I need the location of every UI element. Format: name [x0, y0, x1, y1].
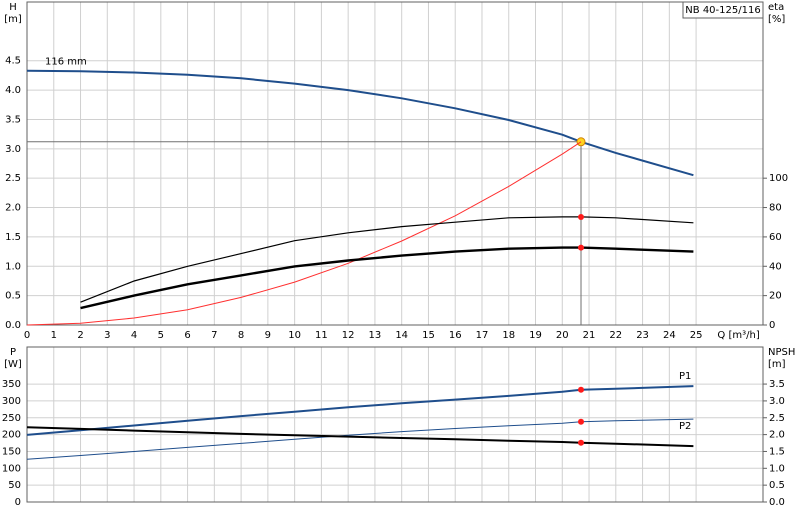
y2-tick-label: 3.5: [769, 379, 785, 390]
x-tick-label: 23: [636, 330, 649, 341]
y2-tick-label: 0: [769, 320, 775, 331]
y-tick-label: 350: [2, 379, 21, 390]
y-tick-label: 3.5: [5, 114, 21, 125]
y-axis-label: P: [10, 347, 16, 358]
y-tick-label: 0.0: [5, 320, 21, 331]
title-box: [682, 1, 764, 19]
operating-point: [578, 213, 585, 220]
series-line: [26, 418, 694, 460]
x-axis-label: Q [m³/h]: [717, 330, 759, 341]
y2-axis-unit: [m]: [768, 359, 786, 370]
y2-tick-label: 100: [769, 173, 788, 184]
x-tick-label: 25: [690, 330, 703, 341]
y-tick-label: 4.0: [5, 85, 21, 96]
x-tick-label: 12: [342, 330, 355, 341]
y2-axis-unit: [%]: [768, 14, 785, 25]
plot-frame: [26, 1, 764, 326]
y2-tick-label: 2.0: [769, 430, 785, 441]
y-tick-label: 200: [2, 430, 21, 441]
x-tick-label: 17: [476, 330, 489, 341]
y-axis-unit: [m]: [4, 14, 22, 25]
y-tick-label: 0: [15, 497, 21, 508]
chart-title: NB 40-125/116: [685, 5, 760, 16]
y-tick-label: 150: [2, 446, 21, 457]
operating-point: [576, 137, 586, 147]
x-tick-label: 19: [529, 330, 542, 341]
y-tick-label: 0.5: [5, 291, 21, 302]
operating-point: [578, 244, 585, 251]
y-axis-label: H: [9, 2, 17, 13]
y-tick-label: 300: [2, 396, 21, 407]
series-line: [26, 141, 582, 326]
x-tick-label: 6: [184, 330, 190, 341]
y-tick-label: 100: [2, 463, 21, 474]
x-tick-label: 15: [422, 330, 435, 341]
x-tick-label: 11: [315, 330, 328, 341]
operating-point: [578, 386, 585, 393]
x-tick-label: 16: [449, 330, 462, 341]
x-tick-label: 20: [556, 330, 569, 341]
x-tick-label: 14: [395, 330, 408, 341]
y2-tick-label: 20: [769, 291, 782, 302]
x-tick-label: 4: [131, 330, 137, 341]
y-axis-unit: [W]: [4, 359, 22, 370]
operating-point: [578, 418, 585, 425]
y-tick-label: 1.0: [5, 261, 21, 272]
y2-tick-label: 80: [769, 203, 782, 214]
x-tick-label: 8: [238, 330, 244, 341]
y2-tick-label: 1.0: [769, 463, 785, 474]
y2-tick-label: 0.5: [769, 480, 785, 491]
y2-axis-label: NPSH: [768, 347, 795, 358]
y2-tick-label: 60: [769, 232, 782, 243]
x-tick-label: 2: [77, 330, 83, 341]
y2-tick-label: 2.5: [769, 413, 785, 424]
y-tick-label: 2.5: [5, 173, 21, 184]
y-tick-label: 4.5: [5, 56, 21, 67]
x-tick-label: 9: [265, 330, 271, 341]
y-tick-label: 250: [2, 413, 21, 424]
x-tick-label: 18: [502, 330, 515, 341]
x-tick-label: 5: [158, 330, 164, 341]
y2-tick-label: 3.0: [769, 396, 785, 407]
operating-point: [578, 439, 585, 446]
y-tick-label: 3.0: [5, 144, 21, 155]
series-line: [26, 69, 694, 177]
plot-frame: [26, 346, 764, 503]
x-tick-label: 1: [51, 330, 57, 341]
series-line: [80, 216, 694, 303]
y2-tick-label: 0.0: [769, 497, 785, 508]
y2-axis-label: eta: [768, 2, 784, 13]
x-tick-label: 0: [24, 330, 30, 341]
x-tick-label: 22: [609, 330, 622, 341]
y-tick-label: 1.5: [5, 232, 21, 243]
y2-tick-label: 1.5: [769, 446, 785, 457]
series-label: 116 mm: [45, 57, 87, 68]
series-line: [26, 426, 694, 448]
y-tick-label: 2.0: [5, 203, 21, 214]
x-tick-label: 13: [369, 330, 382, 341]
series-line: [26, 385, 694, 436]
series-label: P2: [679, 421, 691, 432]
x-tick-label: 21: [583, 330, 596, 341]
x-tick-label: 24: [663, 330, 676, 341]
x-tick-label: 7: [211, 330, 217, 341]
x-tick-label: 10: [288, 330, 301, 341]
series-line: [80, 246, 694, 310]
y2-tick-label: 40: [769, 261, 782, 272]
series-label: P1: [679, 371, 691, 382]
y-tick-label: 50: [8, 480, 21, 491]
x-tick-label: 3: [104, 330, 110, 341]
